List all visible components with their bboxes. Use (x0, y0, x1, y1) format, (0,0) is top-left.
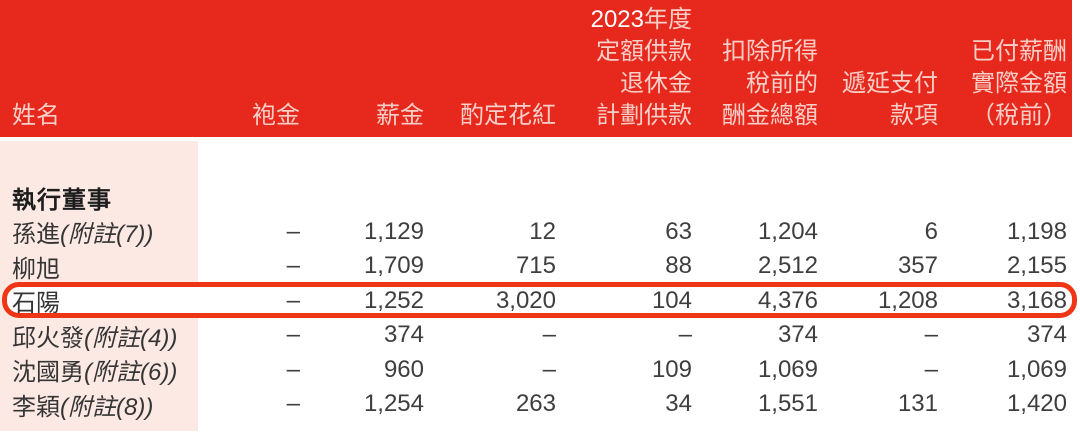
table-row: 柳旭 – 1,709 715 88 2,512 357 2,155 (0, 249, 1067, 284)
name-cell: 石陽 (0, 283, 198, 318)
column-header-line: 酬金總額 (722, 102, 818, 129)
value-cell: – (286, 252, 300, 279)
column-header-line: 稅前的 (746, 70, 818, 97)
value-cell: 960 (383, 355, 424, 383)
column-header-line: 扣除所得 (722, 38, 818, 65)
value-cell: 6 (924, 217, 938, 245)
column-header-line: 退休金 (620, 70, 692, 97)
column-header-line: 2023年度 (556, 4, 692, 36)
section-row: 執行董事 (0, 180, 1067, 214)
highlight-annotation-box (2, 282, 1077, 318)
column-header-line: 款項 (890, 102, 938, 129)
director-name: 石陽 (12, 290, 60, 317)
value-cell: 1,069 (1006, 355, 1067, 383)
column-header-line: 定額供款 (596, 38, 692, 65)
column-header-deferred-payment: 遞延支付 款項 (818, 68, 938, 132)
table-row: 邱火發(附註(4)) – 374 – – 374 – 374 (0, 318, 1067, 353)
column-header-label: 酌定花紅 (460, 102, 556, 129)
value-cell: 1,129 (363, 217, 424, 245)
column-header-line: 計劃供款 (596, 102, 692, 129)
value-cell: 1,208 (877, 286, 938, 314)
year-text: 2023 (590, 6, 644, 33)
column-header-line: 遞延支付 (842, 70, 938, 97)
column-header-line: 已付薪酬 (971, 38, 1067, 65)
value-cell: 1,420 (1006, 390, 1067, 417)
value-cell: 1,198 (1006, 217, 1067, 245)
value-cell: 4,376 (757, 286, 818, 314)
column-header-fees: 袍金 (198, 100, 300, 132)
column-header-label: 姓名 (12, 102, 60, 129)
value-cell: – (286, 390, 300, 417)
value-cell: 88 (665, 252, 692, 279)
table-header-row: 姓名 袍金 薪金 酌定花紅 2023年度 定額供款 退休金 計劃供款 扣除所得 … (0, 4, 1067, 137)
director-name: 沈國勇 (12, 359, 84, 386)
value-cell: 2,155 (1006, 252, 1067, 279)
value-cell: 2,512 (757, 252, 818, 279)
value-cell: – (678, 321, 692, 348)
value-cell: 131 (897, 390, 938, 417)
column-header-label: 薪金 (376, 102, 424, 129)
value-cell: 374 (777, 321, 818, 348)
value-cell: 1,709 (363, 252, 424, 279)
value-cell: 63 (665, 217, 692, 245)
name-cell: 沈國勇(附註(6)) (0, 352, 198, 387)
note-reference: (附註(4)) (84, 324, 178, 352)
note-reference: (附註(6)) (84, 359, 178, 386)
value-cell: – (286, 217, 300, 245)
value-cell: 34 (665, 390, 692, 417)
section-title: 執行董事 (12, 187, 112, 214)
director-name: 柳旭 (12, 255, 60, 283)
value-cell: 109 (651, 355, 692, 383)
table-row-highlighted: 石陽 – 1,252 3,020 104 4,376 1,208 3,168 (0, 283, 1067, 318)
table-header-band: 姓名 袍金 薪金 酌定花紅 2023年度 定額供款 退休金 計劃供款 扣除所得 … (0, 0, 1072, 137)
name-cell: 孫進(附註(7)) (0, 214, 198, 249)
value-cell: 1,254 (363, 390, 424, 417)
value-cell: 1,551 (757, 390, 818, 417)
value-cell: – (542, 355, 556, 383)
value-cell: 1,204 (757, 217, 818, 245)
table-row: 沈國勇(附註(6)) – 960 – 109 1,069 – 1,069 (0, 352, 1067, 387)
column-header-actual-paid: 已付薪酬 實際金額 （稅前） (938, 36, 1067, 132)
value-cell: 104 (651, 286, 692, 314)
value-cell: – (286, 321, 300, 348)
column-header-line: （稅前） (971, 102, 1067, 129)
value-cell: 374 (383, 321, 424, 348)
column-header-retirement-scheme: 2023年度 定額供款 退休金 計劃供款 (556, 4, 692, 132)
name-cell: 李穎(附註(8)) (0, 387, 198, 422)
value-cell: 715 (515, 252, 556, 279)
value-cell: – (286, 355, 300, 383)
value-cell: 3,168 (1006, 286, 1067, 314)
column-header-total-before-tax: 扣除所得 稅前的 酬金總額 (692, 36, 818, 132)
column-header-name: 姓名 (0, 100, 198, 132)
value-cell: 357 (897, 252, 938, 279)
table-row: 李穎(附註(8)) – 1,254 263 34 1,551 131 1,420 (0, 387, 1067, 422)
value-cell: – (924, 321, 938, 348)
director-name: 李穎 (12, 393, 60, 421)
value-cell: 12 (529, 217, 556, 245)
value-cell: 3,020 (495, 286, 556, 314)
value-cell: 263 (515, 390, 556, 417)
director-name: 邱火發 (12, 324, 84, 352)
value-cell: 1,069 (757, 355, 818, 383)
value-cell: – (924, 355, 938, 383)
column-header-salary: 薪金 (300, 100, 424, 132)
note-reference: (附註(7)) (60, 221, 154, 248)
value-cell: 374 (1026, 321, 1067, 348)
column-header-line: 實際金額 (971, 70, 1067, 97)
director-name: 孫進 (12, 221, 60, 248)
column-header-label: 袍金 (252, 102, 300, 129)
column-header-discretionary-bonus: 酌定花紅 (424, 100, 556, 132)
name-cell: 邱火發(附註(4)) (0, 318, 198, 353)
table-row: 孫進(附註(7)) – 1,129 12 63 1,204 6 1,198 (0, 214, 1067, 249)
year-suffix-text: 年度 (644, 6, 692, 33)
table-body: 執行董事 孫進(附註(7)) – 1,129 12 63 1,204 6 1,1… (0, 141, 1067, 421)
note-reference: (附註(8)) (60, 393, 154, 421)
value-cell: – (542, 321, 556, 348)
value-cell: – (286, 286, 300, 314)
value-cell: 1,252 (363, 286, 424, 314)
name-cell: 柳旭 (0, 249, 198, 284)
